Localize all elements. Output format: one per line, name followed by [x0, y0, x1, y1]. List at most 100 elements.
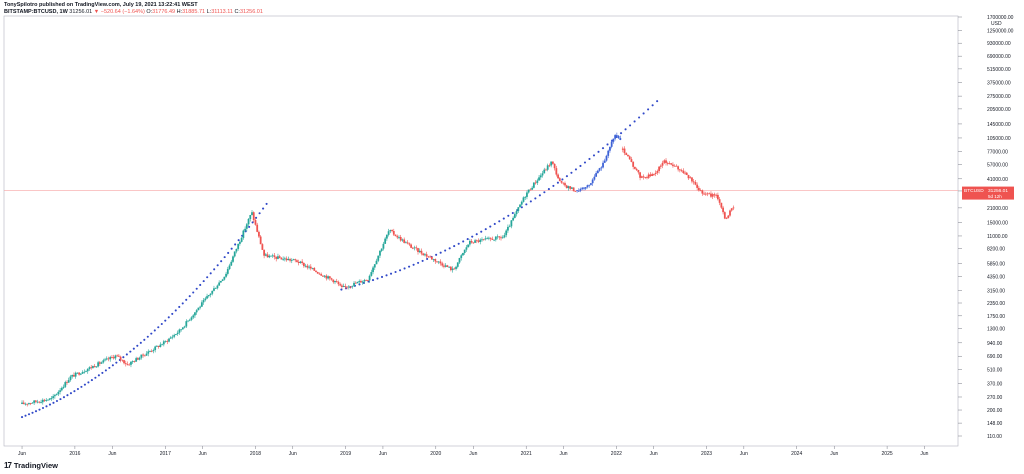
candle-body [368, 275, 371, 281]
candle-body [493, 239, 495, 241]
candle-body [467, 244, 470, 248]
symbol-label: BITSTAMP:BTCUSD, 1W [4, 9, 68, 15]
curve-dot [471, 235, 474, 238]
candle-body [33, 400, 36, 403]
candle-body [111, 357, 113, 358]
candle-body [104, 359, 106, 361]
last-price: 31256.01 [69, 9, 93, 15]
candle-body [468, 240, 471, 245]
candle-body [398, 237, 400, 238]
curve-dot [167, 316, 170, 319]
curve-dot [34, 410, 38, 413]
candle-body [732, 207, 735, 209]
candle-body [349, 286, 352, 288]
candle-body [59, 390, 61, 392]
candle-body [263, 249, 266, 256]
candle-body [157, 345, 160, 347]
tradingview-name: TradingView [13, 461, 58, 470]
x-tick-label: Jun [920, 451, 928, 457]
curve-dot [115, 361, 118, 364]
tradingview-brand[interactable]: 17 TradingView [4, 461, 58, 470]
candle-body [162, 341, 165, 345]
candle-body [627, 154, 629, 157]
candle-body [232, 256, 234, 262]
candle-body [244, 228, 246, 231]
candle-body [361, 281, 364, 283]
candle-body [356, 281, 359, 284]
curve-dot [543, 191, 546, 194]
candle-body [577, 190, 580, 192]
candle-body [692, 181, 695, 183]
candle-body [451, 268, 454, 271]
candle-body [463, 249, 466, 254]
x-tick-label: Jun [379, 451, 387, 457]
candle-body [632, 161, 635, 167]
candle-body [38, 401, 41, 403]
candle-body [147, 351, 150, 354]
candle-body [541, 173, 544, 176]
x-tick-label: 2020 [430, 451, 441, 457]
candle-body [377, 255, 380, 261]
candle-body [716, 194, 719, 200]
candle-body [729, 210, 731, 216]
candle-body [460, 255, 463, 258]
y-tick-label: 275000.00 [987, 94, 1011, 100]
candle-body [531, 187, 534, 190]
candle-body [498, 236, 501, 238]
candle-body [651, 174, 654, 176]
candle-body [668, 163, 671, 165]
candle-body [399, 237, 402, 241]
candle-body [195, 310, 198, 313]
candle-body [659, 165, 662, 167]
curve-dot [258, 212, 261, 215]
candle-body [434, 259, 437, 262]
candle-body [142, 354, 144, 356]
candle-body [164, 340, 167, 342]
candle-body [515, 211, 518, 215]
candle-body [90, 367, 93, 369]
curve-dot [453, 245, 456, 248]
candle-body [123, 360, 125, 364]
candle-body [699, 190, 702, 192]
candle-body [266, 254, 269, 258]
candle-body [472, 242, 475, 244]
plot-frame [3, 15, 959, 447]
candle-body [565, 185, 568, 189]
candle-body [614, 135, 617, 139]
candle-body [270, 255, 272, 257]
curve-dot [90, 379, 93, 382]
candle-body [79, 373, 82, 375]
candle-body [216, 285, 219, 289]
x-tick-label: Jun [830, 451, 838, 457]
candle-body [654, 172, 657, 174]
curve-dot [502, 217, 505, 220]
candle-body [325, 275, 328, 279]
y-tick-label: 515000.00 [987, 67, 1011, 73]
candle-body [677, 166, 680, 170]
candle-body [214, 288, 217, 290]
candle-body [600, 167, 603, 169]
candle-body [449, 266, 452, 271]
curve-dot [160, 322, 163, 326]
candle-body [685, 172, 688, 176]
candle-body [610, 141, 613, 147]
candle-body [294, 259, 297, 261]
curve-dot [132, 347, 135, 350]
curve-dot [45, 405, 48, 408]
candle-body [344, 285, 347, 287]
candle-body [50, 398, 53, 399]
y-tick-label: 105000.00 [987, 136, 1011, 142]
candle-body [206, 296, 208, 299]
curve-dot [435, 253, 438, 256]
candle-body [418, 250, 421, 253]
candle-body [282, 258, 285, 260]
candle-body [598, 168, 601, 171]
curve-dot [248, 225, 251, 228]
candle-body [534, 182, 537, 184]
candle-body [219, 280, 222, 283]
curve-dot [462, 240, 465, 243]
candle-body [649, 174, 652, 176]
candle-body [173, 334, 176, 337]
curve-dot [150, 332, 153, 335]
